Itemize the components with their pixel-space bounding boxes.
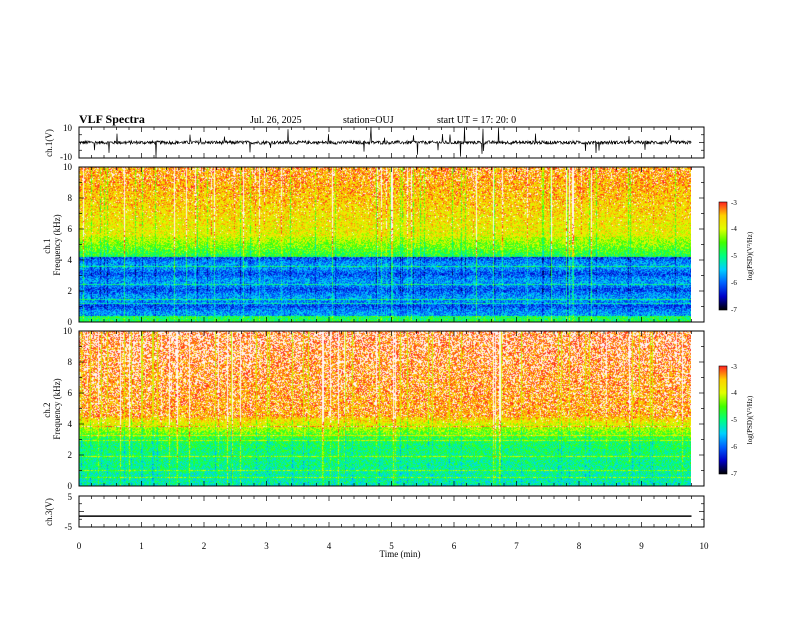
ch2-spectrogram-image <box>79 331 691 486</box>
ch1-freq-tick-8: 8 <box>68 193 73 203</box>
date-label: Jul. 26, 2025 <box>250 115 302 126</box>
ch1-cb-tick-m4: -4 <box>731 225 737 233</box>
ch1-ytick-top: 10 <box>63 123 73 133</box>
figure-title: VLF Spectra <box>79 112 145 126</box>
time-tick-label: 9 <box>639 541 644 551</box>
ch1-spectrogram-image <box>79 167 691 322</box>
ch3-ytick-bottom: -5 <box>65 522 73 532</box>
ch3-ylabel: ch.3(V) <box>44 498 54 526</box>
time-tick-label: 1 <box>139 541 144 551</box>
ch3-waveform-panel: 5 -5 ch.3(V) <box>44 492 705 532</box>
time-tick-label: 0 <box>77 541 82 551</box>
ch2-freq-tick-10: 10 <box>63 326 73 336</box>
ch2-cb-tick-m7: -7 <box>731 470 737 478</box>
ch1-cb-tick-m3: -3 <box>731 199 737 207</box>
ch2-colorbar-label: log(PSD)(V²/Hz) <box>746 395 754 444</box>
ch1-ylabel: ch.1(V) <box>44 129 54 157</box>
ch2-freq-tick-8: 8 <box>68 357 73 367</box>
ch2-cb-tick-m3: -3 <box>731 363 737 371</box>
time-axis-label: Time (min) <box>380 549 421 559</box>
ch2-freq-tick-6: 6 <box>68 388 73 398</box>
ch2-freq-tick-4: 4 <box>68 419 73 429</box>
time-tick-label: 7 <box>514 541 519 551</box>
ch1-spectrogram-panel: 0 2 4 6 8 10 ch.1 Frequency (kHz) -3 -4 … <box>42 162 754 327</box>
ch1-waveform-panel: 10 -10 ch.1(V) <box>44 123 705 162</box>
ch1-cb-tick-m5: -5 <box>731 252 737 260</box>
ch1-ylabel-line1: ch.1 <box>42 239 52 254</box>
station-label: station=OUJ <box>343 115 394 126</box>
ch2-ylabel-line2: Frequency (kHz) <box>52 378 62 439</box>
time-tick-label: 2 <box>202 541 207 551</box>
ch1-freq-tick-6: 6 <box>68 224 73 234</box>
ch1-ylabel-line2: Frequency (kHz) <box>52 214 62 275</box>
ch1-colorbar-label: log(PSD)(V²/Hz) <box>746 231 754 280</box>
ch3-ytick-top: 5 <box>68 492 73 502</box>
start-ut-label: start UT = 17: 20: 0 <box>437 115 516 126</box>
ch2-spectrogram-panel: 0 2 4 6 8 10 ch.2 Frequency (kHz) -3 -4 … <box>42 326 754 491</box>
time-tick-label: 8 <box>577 541 582 551</box>
axis-ticks <box>78 126 705 528</box>
ch1-cb-tick-m6: -6 <box>731 279 737 287</box>
ch2-freq-tick-2: 2 <box>68 450 73 460</box>
ch1-cb-tick-m7: -7 <box>731 306 737 314</box>
ch1-waveform-trace <box>79 127 692 158</box>
ch2-spectrogram-ylabel: ch.2 Frequency (kHz) <box>42 378 62 439</box>
time-tick-label: 5 <box>389 541 394 551</box>
ch1-spectrogram-ylabel: ch.1 Frequency (kHz) <box>42 214 62 275</box>
ch1-freq-tick-0: 0 <box>68 317 73 327</box>
time-axis-tick-labels: 0 1 2 3 4 5 6 7 8 9 10 <box>77 541 709 551</box>
time-tick-label: 10 <box>700 541 710 551</box>
ch2-freq-tick-0: 0 <box>68 481 73 491</box>
ch1-colorbar <box>718 201 728 311</box>
time-tick-label: 6 <box>452 541 457 551</box>
time-tick-label: 3 <box>264 541 269 551</box>
ch2-colorbar <box>718 365 728 475</box>
time-tick-label: 4 <box>327 541 332 551</box>
ch1-freq-tick-4: 4 <box>68 255 73 265</box>
ch1-ytick-bottom: -10 <box>60 152 72 162</box>
ch2-cb-tick-m4: -4 <box>731 389 737 397</box>
ch2-cb-tick-m5: -5 <box>731 416 737 424</box>
ch1-freq-tick-2: 2 <box>68 286 73 296</box>
ch2-ylabel-line1: ch.2 <box>42 403 52 418</box>
ch2-cb-tick-m6: -6 <box>731 443 737 451</box>
ch1-freq-tick-10: 10 <box>63 162 73 172</box>
